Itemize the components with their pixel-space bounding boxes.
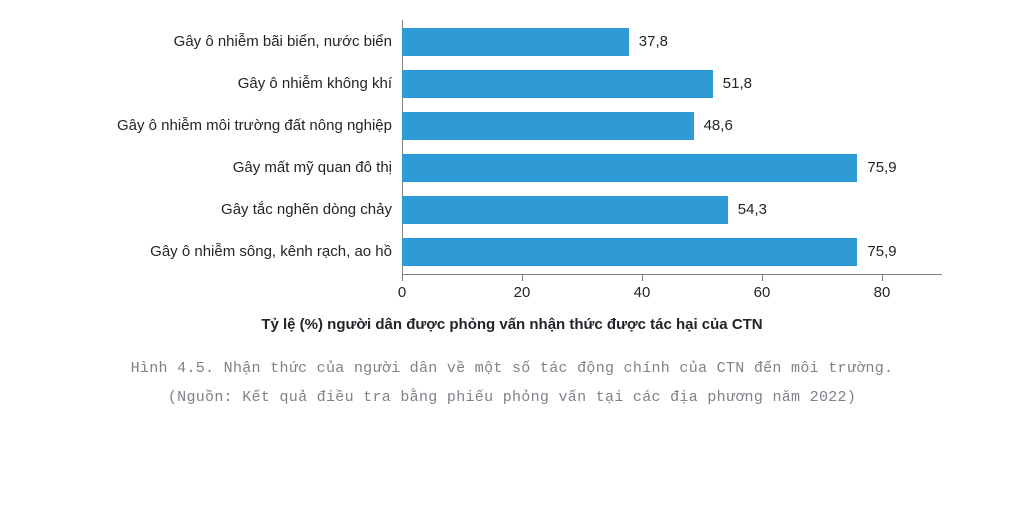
x-tick-label: 0 bbox=[398, 284, 406, 301]
x-tick-label: 80 bbox=[874, 284, 891, 301]
x-tick-label: 20 bbox=[514, 284, 531, 301]
bar bbox=[402, 112, 694, 140]
caption-line-2: (Nguồn: Kết quả điều tra bằng phiếu phỏn… bbox=[40, 384, 984, 413]
figure-caption: Hình 4.5. Nhận thức của người dân về một… bbox=[40, 355, 984, 412]
x-tick-label: 60 bbox=[754, 284, 771, 301]
category-label: Gây ô nhiễm sông, kênh rạch, ao hồ bbox=[82, 238, 392, 266]
bar bbox=[402, 70, 713, 98]
x-tick bbox=[642, 274, 643, 281]
category-label: Gây ô nhiễm môi trường đất nông nghiệp bbox=[82, 112, 392, 140]
x-tick bbox=[882, 274, 883, 281]
value-label: 75,9 bbox=[857, 238, 896, 266]
x-tick-label: 40 bbox=[634, 284, 651, 301]
plot-area: 02040608037,851,848,675,954,375,9 bbox=[402, 20, 942, 276]
category-labels-column: Gây ô nhiễm bãi biển, nước biển Gây ô nhi… bbox=[82, 20, 402, 276]
category-label: Gây tắc nghẽn dòng chảy bbox=[82, 196, 392, 224]
bar bbox=[402, 28, 629, 56]
value-label: 48,6 bbox=[694, 112, 733, 140]
category-label: Gây ô nhiễm bãi biển, nước biển bbox=[82, 28, 392, 56]
value-label: 37,8 bbox=[629, 28, 668, 56]
x-tick bbox=[402, 274, 403, 281]
figure-container: Gây ô nhiễm bãi biển, nước biển Gây ô nhi… bbox=[0, 0, 1024, 511]
bar bbox=[402, 154, 857, 182]
bar bbox=[402, 238, 857, 266]
bar-chart: Gây ô nhiễm bãi biển, nước biển Gây ô nhi… bbox=[82, 20, 942, 312]
value-label: 75,9 bbox=[857, 154, 896, 182]
x-axis-line bbox=[402, 274, 942, 275]
bar bbox=[402, 196, 728, 224]
category-label: Gây ô nhiễm không khí bbox=[82, 70, 392, 98]
caption-line-1: Hình 4.5. Nhận thức của người dân về một… bbox=[40, 355, 984, 384]
x-tick bbox=[522, 274, 523, 281]
category-label: Gây mất mỹ quan đô thị bbox=[82, 154, 392, 182]
x-axis-title: Tỷ lệ (%) người dân được phỏng vấn nhận … bbox=[40, 316, 984, 333]
value-label: 51,8 bbox=[713, 70, 752, 98]
x-tick bbox=[762, 274, 763, 281]
value-label: 54,3 bbox=[728, 196, 767, 224]
